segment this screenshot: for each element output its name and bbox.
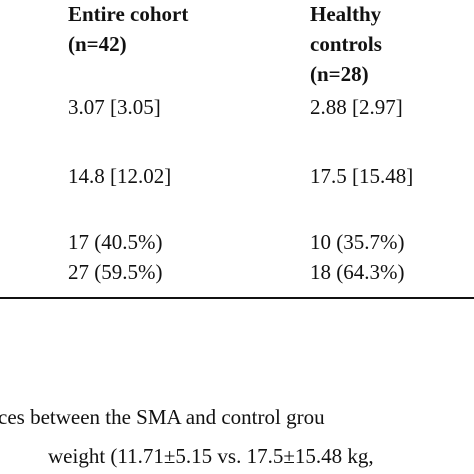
header-cell: (n=28): [310, 62, 369, 86]
cell: 2.88 [2.97]: [310, 95, 403, 119]
cell: 18 (64.3%): [310, 260, 405, 284]
header-cell: (n=42): [68, 32, 127, 56]
header-cell: controls: [310, 32, 382, 56]
cell: 10 (35.7%): [310, 230, 405, 254]
cell: 27 (59.5%): [68, 260, 163, 284]
header-cell: Healthy: [310, 2, 382, 26]
cell: 14.8 [12.02]: [68, 164, 172, 188]
caption-line: ces between the SMA and control grou: [0, 405, 325, 429]
table-rule: [0, 297, 474, 299]
cell: 17.5 [15.48]: [310, 164, 414, 188]
header-cell: Entire cohort: [68, 2, 189, 26]
cell: 3.07 [3.05]: [68, 95, 161, 119]
cell: 17 (40.5%): [68, 230, 163, 254]
caption-line: weight (11.71±5.15 vs. 17.5±15.48 kg,: [48, 444, 374, 468]
